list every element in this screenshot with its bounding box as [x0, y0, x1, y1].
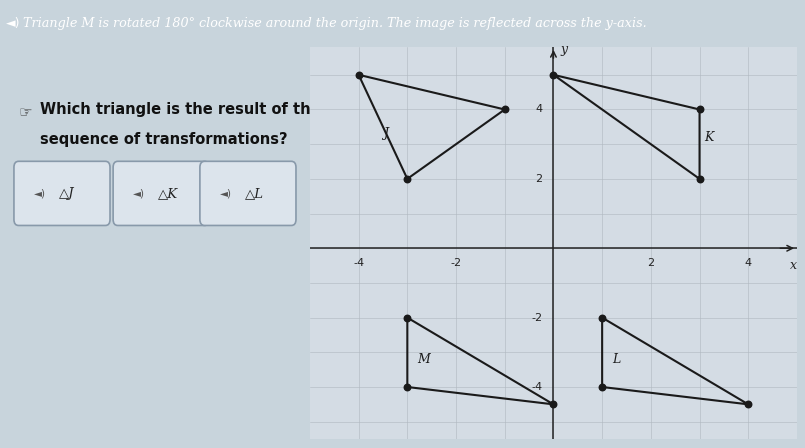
FancyBboxPatch shape	[14, 161, 110, 225]
Point	[596, 383, 609, 391]
Point	[401, 383, 414, 391]
Text: ◄): ◄)	[134, 189, 145, 198]
Text: Triangle M is rotated 180° clockwise around the origin. The image is reflected a: Triangle M is rotated 180° clockwise aro…	[23, 17, 646, 30]
Text: x: x	[790, 259, 797, 272]
Text: -2: -2	[531, 313, 543, 323]
Text: -2: -2	[451, 258, 461, 268]
Text: Which triangle is the result of the: Which triangle is the result of the	[40, 102, 321, 116]
Point	[742, 401, 755, 408]
FancyBboxPatch shape	[114, 161, 209, 225]
Text: ☞: ☞	[19, 106, 32, 121]
Text: △K: △K	[158, 187, 178, 200]
Point	[693, 175, 706, 182]
Text: △J: △J	[59, 187, 75, 200]
Point	[547, 401, 560, 408]
Text: sequence of transformations?: sequence of transformations?	[40, 132, 288, 147]
Point	[547, 71, 560, 78]
Text: 2: 2	[535, 174, 543, 184]
Text: K: K	[704, 131, 714, 144]
Text: L: L	[612, 353, 620, 366]
Text: ◄): ◄)	[6, 17, 21, 30]
Point	[693, 106, 706, 113]
Text: J: J	[383, 127, 388, 140]
Text: 4: 4	[535, 104, 543, 115]
Point	[401, 175, 414, 182]
Text: M: M	[417, 353, 430, 366]
Point	[353, 71, 365, 78]
Text: -4: -4	[531, 382, 543, 392]
FancyBboxPatch shape	[200, 161, 296, 225]
Text: y: y	[561, 43, 568, 56]
Point	[596, 314, 609, 321]
Text: 4: 4	[745, 258, 752, 268]
Text: ◄): ◄)	[220, 189, 232, 198]
Point	[401, 314, 414, 321]
Text: 2: 2	[647, 258, 654, 268]
Text: ◄): ◄)	[34, 189, 46, 198]
Text: -4: -4	[353, 258, 364, 268]
Point	[498, 106, 511, 113]
Text: △L: △L	[245, 187, 264, 200]
